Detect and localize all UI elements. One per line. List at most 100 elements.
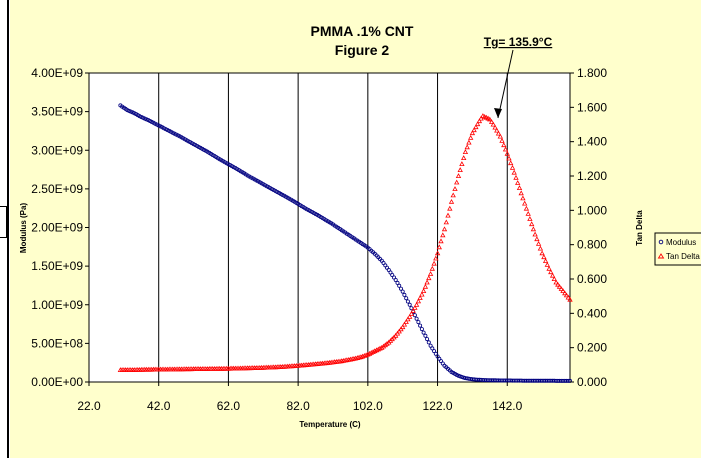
- y-left-tick-label: 3.50E+09: [31, 105, 83, 119]
- y-right-axis-label: Tan Delta: [635, 210, 644, 246]
- x-tick-label: 62.0: [217, 399, 241, 413]
- data-point-tandelta: [461, 155, 467, 161]
- x-tick-label: 42.0: [147, 399, 171, 413]
- data-point-tandelta: [544, 261, 550, 267]
- y-right-tick-label: 1.800: [577, 66, 607, 80]
- data-point-tandelta: [384, 340, 390, 346]
- data-point-tandelta: [380, 343, 387, 349]
- left-panel-edge: [0, 0, 10, 458]
- x-axis-label: Temperature (C): [299, 420, 361, 429]
- tg-annotation: Tg= 135.9°C: [484, 35, 553, 49]
- data-point-tandelta: [471, 127, 477, 133]
- data-point-tandelta: [546, 265, 552, 271]
- data-point-tandelta: [497, 133, 503, 139]
- data-point-tandelta: [473, 124, 479, 130]
- series-modulus: [118, 103, 573, 383]
- data-point-tandelta: [368, 349, 374, 355]
- data-point-modulus: [395, 280, 400, 285]
- data-point-tandelta: [407, 313, 413, 319]
- data-point-tandelta: [427, 271, 434, 276]
- data-point-tandelta: [509, 164, 516, 170]
- data-point-tandelta: [361, 352, 368, 358]
- data-point-tandelta: [499, 137, 505, 143]
- data-point-tandelta: [490, 121, 496, 127]
- data-point-tandelta: [401, 321, 408, 327]
- data-point-tandelta: [501, 142, 507, 148]
- axes-layer: 22.0 42.0 62.0 82.0 102.0 122.0 142.0 0.00E+00 5…: [31, 66, 607, 413]
- y-right-tick-label: 0.000: [577, 375, 607, 389]
- data-point-modulus: [400, 289, 405, 294]
- data-point-tandelta: [403, 319, 409, 324]
- y-right-tick-label: 1.400: [577, 135, 607, 149]
- y-right-tick-label: 0.200: [577, 341, 607, 355]
- data-point-tandelta: [567, 296, 573, 302]
- data-point-tandelta: [539, 250, 545, 256]
- data-point-tandelta: [447, 205, 453, 211]
- data-point-tandelta: [518, 190, 524, 196]
- data-point-tandelta: [502, 146, 509, 152]
- data-point-tandelta: [441, 226, 448, 232]
- y-right-tick-label: 0.800: [577, 238, 607, 252]
- chart-area: 22.0 42.0 62.0 82.0 102.0 122.0 142.0 0.00E+00 5…: [10, 0, 701, 458]
- data-point-modulus: [433, 351, 438, 356]
- x-tick-label: 102.0: [353, 399, 383, 413]
- data-point-tandelta: [454, 179, 460, 185]
- data-point-modulus: [461, 375, 466, 380]
- data-point-tandelta: [443, 219, 449, 225]
- data-point-tandelta: [410, 307, 416, 313]
- chart-title: PMMA .1% CNT: [311, 23, 414, 39]
- legend-label-modulus: Modulus: [666, 238, 696, 247]
- legend-box: [654, 232, 701, 266]
- data-point-tandelta: [476, 118, 483, 124]
- data-point-modulus: [430, 346, 435, 351]
- data-point-modulus: [426, 340, 431, 345]
- data-point-tandelta: [431, 260, 437, 266]
- data-point-modulus: [390, 272, 395, 277]
- data-point-tandelta: [440, 232, 446, 238]
- data-point-tandelta: [396, 328, 402, 334]
- data-point-tandelta: [506, 155, 512, 161]
- data-point-tandelta: [359, 353, 366, 359]
- data-point-tandelta: [382, 342, 388, 348]
- series-tandelta: [117, 113, 573, 373]
- data-point-tandelta: [370, 349, 376, 355]
- data-point-modulus: [393, 277, 398, 282]
- data-point-tandelta: [513, 174, 519, 180]
- data-point-tandelta: [494, 127, 500, 133]
- data-point-tandelta: [515, 180, 521, 185]
- data-point-tandelta: [556, 283, 563, 289]
- data-point-tandelta: [560, 288, 566, 294]
- x-tick-label: 122.0: [423, 399, 453, 413]
- data-point-modulus: [398, 286, 403, 291]
- data-point-tandelta: [487, 116, 493, 122]
- data-point-tandelta: [433, 255, 439, 261]
- data-point-modulus: [419, 327, 424, 332]
- data-point-tandelta: [516, 185, 523, 191]
- data-point-tandelta: [366, 350, 373, 356]
- data-point-tandelta: [417, 295, 423, 300]
- data-point-modulus: [402, 292, 407, 297]
- data-point-tandelta: [426, 275, 432, 281]
- y-right-tick-label: 1.200: [577, 169, 607, 183]
- data-point-tandelta: [534, 236, 540, 242]
- y-left-axis-label: Modulus (Pa): [19, 203, 28, 254]
- data-point-tandelta: [525, 210, 531, 216]
- data-point-tandelta: [400, 324, 406, 330]
- data-point-tandelta: [452, 186, 458, 191]
- data-point-modulus: [423, 333, 428, 338]
- data-point-tandelta: [504, 150, 510, 156]
- panel-stub: [0, 206, 7, 238]
- data-point-tandelta: [558, 286, 564, 291]
- data-point-tandelta: [372, 348, 378, 354]
- data-point-tandelta: [413, 301, 420, 307]
- x-tick-label: 82.0: [286, 399, 310, 413]
- data-point-tandelta: [563, 292, 570, 298]
- data-point-tandelta: [532, 231, 538, 237]
- data-point-tandelta: [438, 238, 444, 244]
- data-point-tandelta: [478, 115, 484, 121]
- data-point-modulus: [428, 343, 433, 348]
- tg-arrow-head: [494, 108, 502, 118]
- data-point-modulus: [432, 349, 437, 354]
- panel-border: [7, 0, 9, 458]
- y-right-tick-label: 1.600: [577, 100, 607, 114]
